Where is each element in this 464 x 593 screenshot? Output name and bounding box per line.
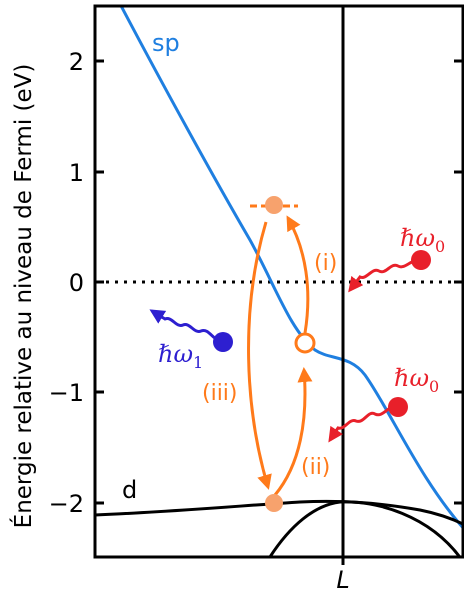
x-tick-label-l: L — [336, 566, 349, 593]
y-axis-ticks — [95, 59, 463, 505]
emitted-photon-wave — [149, 309, 219, 342]
hole-intermediate-state — [294, 332, 316, 354]
process-i-label: (i) — [314, 251, 337, 276]
process-ii-arrow — [273, 367, 313, 496]
pump-photon-lower-dot — [388, 397, 408, 417]
emitted-photon-label: ℏω1 — [158, 340, 203, 372]
process-iii-label: (iii) — [202, 381, 238, 406]
d-band-lower-curve — [268, 500, 462, 557]
d-band-label: d — [122, 476, 137, 504]
y-tick-label-1: 1 — [69, 159, 84, 187]
pump-photon-upper-wave — [348, 259, 419, 293]
y-tick-label-0: 0 — [69, 269, 84, 297]
d-band-state — [265, 494, 283, 512]
pump-photon-upper-label: ℏω0 — [400, 224, 445, 256]
process-i-arrow — [286, 215, 310, 334]
y-axis-label: Énergie relative au niveau de Fermi (eV) — [9, 64, 37, 529]
emitted-photon-dot — [213, 332, 233, 352]
pump-photon-lower-wave — [328, 406, 396, 443]
upper-excited-state — [265, 196, 283, 214]
y-tick-label-2: 2 — [69, 48, 84, 76]
y-tick-label-minus2: −2 — [49, 490, 84, 518]
sp-band-label: sp — [152, 29, 180, 57]
pump-photon-lower-label: ℏω0 — [394, 364, 439, 396]
d-band-curve — [95, 499, 463, 526]
process-ii-label: (ii) — [301, 455, 330, 480]
y-tick-label-minus1: −1 — [49, 379, 84, 407]
sp-band-curve — [119, 6, 463, 530]
pump-photon-upper-dot — [411, 250, 431, 270]
process-iii-arrow — [247, 221, 272, 490]
